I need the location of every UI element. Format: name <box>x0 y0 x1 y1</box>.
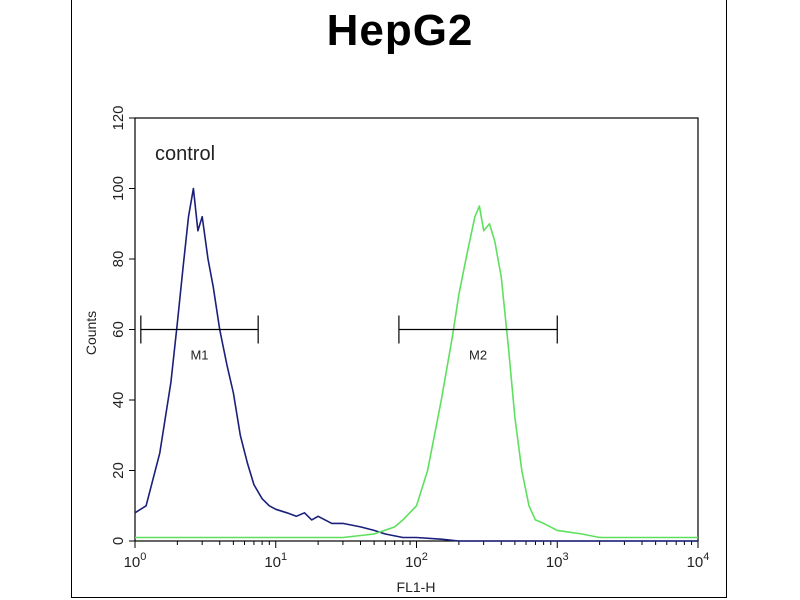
y-tick-label: 120 <box>110 105 127 130</box>
marker-label: M1 <box>190 348 208 363</box>
x-tick-label: 102 <box>405 551 428 571</box>
x-tick-label: 101 <box>264 551 287 571</box>
y-tick-labels: 0 20 40 60 80 100 120 <box>110 105 127 545</box>
control-annotation: control <box>155 143 215 165</box>
x-tick-label: 104 <box>687 551 710 571</box>
x-axis-title: FL1-H <box>397 579 436 595</box>
x-tick-labels: 100 101 102 103 104 <box>124 551 710 571</box>
axis-ticks <box>129 117 699 548</box>
chart-title: HepG2 <box>326 6 474 55</box>
image-frame <box>71 0 727 598</box>
series-line-sample <box>135 205 698 539</box>
y-tick-label: 60 <box>110 321 127 338</box>
series-layer <box>134 187 698 542</box>
x-tick-label: 100 <box>124 551 147 571</box>
y-tick-label: 20 <box>110 462 127 479</box>
y-tick-label: 40 <box>110 392 127 409</box>
marker-label: M2 <box>469 348 487 363</box>
marker-layer: M1 M2 <box>140 315 558 363</box>
x-tick-label: 103 <box>546 551 569 571</box>
y-tick-label: 80 <box>110 251 127 268</box>
y-tick-label: 0 <box>110 537 127 545</box>
y-tick-label: 100 <box>110 176 127 201</box>
y-axis-title: Counts <box>83 311 99 355</box>
series-line-control <box>134 187 698 542</box>
